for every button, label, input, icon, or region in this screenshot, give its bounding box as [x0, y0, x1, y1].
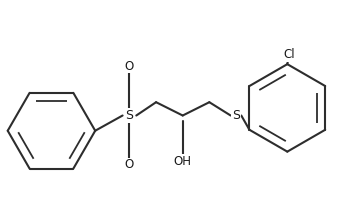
Text: S: S: [125, 109, 133, 122]
Text: S: S: [232, 109, 240, 122]
Text: Cl: Cl: [284, 48, 295, 61]
Text: O: O: [125, 158, 134, 172]
Text: O: O: [125, 60, 134, 73]
Text: OH: OH: [174, 155, 192, 168]
